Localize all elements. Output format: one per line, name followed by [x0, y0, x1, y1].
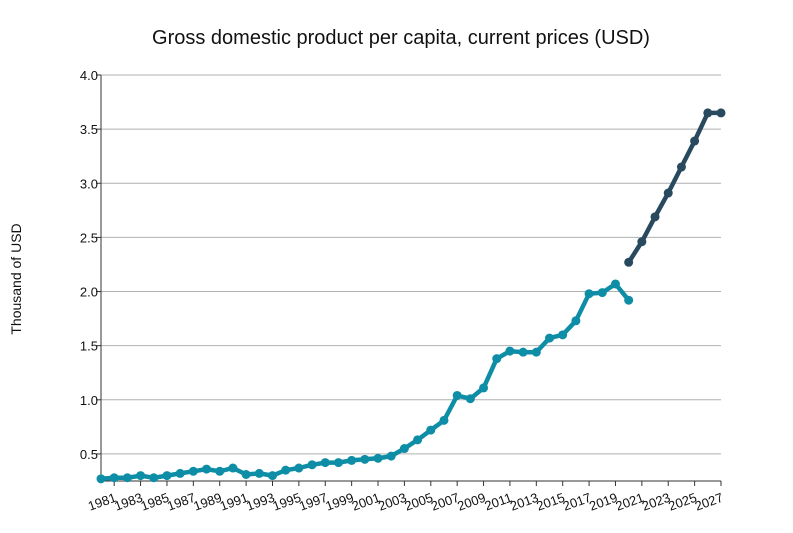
data-point: [439, 415, 449, 425]
series-line: [626, 110, 724, 265]
data-point: [690, 136, 700, 146]
data-point: [373, 453, 383, 463]
data-point: [96, 474, 106, 484]
data-point: [360, 454, 370, 464]
data-point: [136, 471, 146, 481]
y-tick-label: 3.0: [80, 176, 98, 191]
data-point: [452, 390, 462, 400]
y-axis-label: Thousand of USD: [8, 223, 24, 334]
data-point: [610, 279, 620, 289]
data-point: [676, 162, 686, 172]
y-tick-label: 1.0: [80, 393, 98, 408]
data-point: [109, 473, 119, 483]
y-tick-label: 1.5: [80, 339, 98, 354]
data-point: [122, 473, 132, 483]
data-point: [267, 471, 277, 481]
y-tick-label: 2.0: [80, 285, 98, 300]
data-point: [188, 466, 198, 476]
data-point: [215, 466, 225, 476]
gridlines: [101, 74, 721, 455]
data-point: [571, 316, 581, 326]
data-point: [320, 458, 330, 468]
y-tick-label: 3.5: [80, 122, 98, 137]
data-point: [505, 346, 515, 356]
data-point: [149, 473, 159, 483]
data-point: [479, 383, 489, 393]
data-point: [624, 257, 634, 267]
data-point: [399, 444, 409, 454]
y-tick-labels: 0.5 1.0 1.5 2.0 2.5 3.0 3.5 4.0: [80, 68, 98, 462]
chart-title: Gross domestic product per capita, curre…: [152, 27, 650, 49]
data-point: [175, 468, 185, 478]
y-tick-label: 4.0: [80, 68, 98, 83]
data-point: [492, 354, 502, 364]
series: [96, 108, 726, 484]
data-point: [254, 468, 264, 478]
data-point: [703, 108, 713, 118]
data-point: [716, 108, 726, 118]
y-tick-label: 2.5: [80, 230, 98, 245]
data-point: [307, 460, 317, 470]
axes: [96, 74, 722, 486]
data-point: [545, 333, 555, 343]
data-point: [650, 212, 660, 222]
data-point: [347, 455, 357, 465]
data-point: [294, 463, 304, 473]
data-point: [333, 458, 343, 468]
data-point: [624, 295, 634, 305]
y-tick-label: 0.5: [80, 447, 98, 462]
data-point: [518, 347, 528, 357]
data-point: [162, 471, 172, 481]
data-point: [558, 330, 568, 340]
data-point: [281, 465, 291, 475]
x-tick-label: 2027: [693, 490, 725, 514]
data-point: [241, 470, 251, 480]
data-point: [228, 463, 238, 473]
data-point: [663, 188, 673, 198]
series-line: [98, 281, 631, 482]
x-tick-labels: 1981198319851987198919911993199519971999…: [86, 490, 725, 514]
data-point: [584, 289, 594, 299]
data-point: [637, 237, 647, 247]
data-point: [413, 435, 423, 445]
data-point: [465, 394, 475, 404]
data-point: [597, 288, 607, 298]
data-point: [202, 464, 212, 474]
data-point: [531, 347, 541, 357]
data-point: [386, 451, 396, 461]
data-point: [426, 425, 436, 435]
